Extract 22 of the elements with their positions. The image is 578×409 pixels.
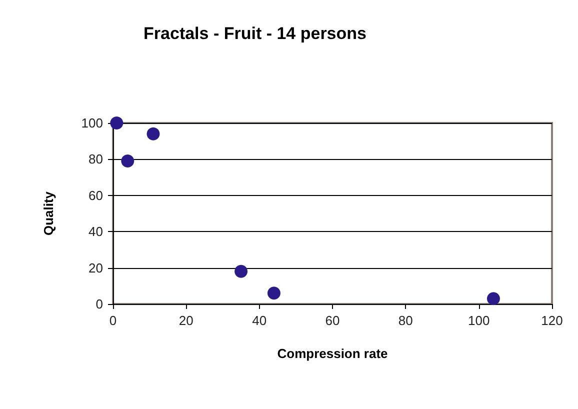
point [486, 292, 500, 306]
x-tick-label: 60 [325, 313, 340, 328]
y-tick-label: 40 [88, 224, 103, 240]
y-tick-label: 0 [96, 296, 103, 312]
x-axis-title: Compression rate [277, 346, 388, 361]
x-tick-label: 0 [109, 313, 117, 328]
point [267, 286, 280, 300]
x-tick-label: 40 [252, 313, 267, 328]
y-axis-title: Quality [41, 190, 56, 236]
point [234, 264, 248, 278]
x-tick-label: 100 [468, 313, 490, 328]
point [110, 116, 124, 130]
point [121, 154, 134, 168]
y-tick-label: 60 [88, 188, 103, 203]
y-tick-label: 20 [88, 260, 103, 276]
point [146, 127, 160, 140]
x-tick-label: 120 [541, 313, 563, 328]
y-tick-label: 80 [88, 152, 103, 167]
x-tick-label: 80 [398, 313, 413, 328]
x-tick-label: 20 [178, 313, 194, 328]
chart-title: Fractals - Fruit - 14 persons [144, 24, 366, 43]
y-tick-label: 100 [81, 116, 103, 130]
